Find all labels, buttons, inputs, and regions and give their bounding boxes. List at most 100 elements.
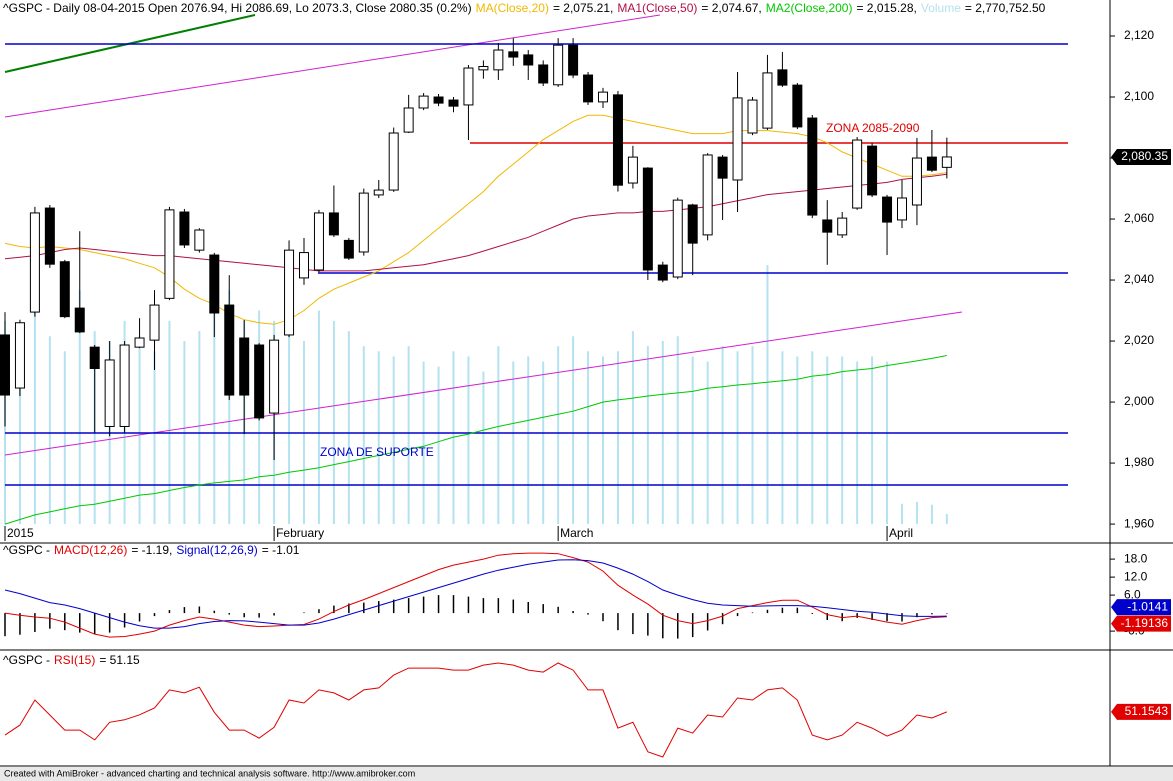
legend-name: Volume	[921, 1, 961, 15]
candle-body	[702, 154, 713, 236]
volume-bar	[138, 336, 141, 525]
volume-bar	[826, 356, 829, 525]
candle-body	[209, 254, 220, 314]
volume-bar	[512, 361, 515, 525]
value-badge	[1111, 703, 1171, 720]
candle-body	[403, 107, 414, 133]
candle-body	[299, 252, 309, 279]
series-line	[4, 114, 947, 325]
pane-header: ^GSPC - RSI(15) = 51.15	[3, 653, 140, 667]
volume-bar	[407, 346, 410, 525]
volume-bar	[587, 351, 590, 525]
series-line	[4, 662, 947, 758]
value-badge-label: -1.0141	[1127, 599, 1168, 613]
candle-body	[523, 54, 534, 66]
legend-name: MACD(12,26)	[54, 543, 127, 557]
candle-body	[538, 64, 549, 84]
candle-body	[837, 217, 848, 236]
candle-body	[852, 139, 863, 209]
y-tick-label: 12.0	[1124, 569, 1148, 583]
x-tick-label: April	[889, 526, 913, 540]
volume-bar	[497, 346, 500, 525]
value-badge-label: 2,080.35	[1121, 149, 1168, 163]
legend-value: = 2,075.21,	[553, 1, 613, 15]
moving-averages	[4, 114, 947, 525]
volume-bar	[18, 331, 21, 525]
y-tick-label: 1,960	[1124, 516, 1154, 530]
volume-bar	[602, 356, 604, 525]
volume-bar	[213, 310, 216, 525]
legend-value: = 2,015.28,	[856, 1, 916, 15]
volume-bar	[347, 331, 350, 525]
candle-body	[598, 91, 608, 103]
candle-body	[119, 344, 130, 427]
candle-body	[493, 49, 504, 71]
series-line	[4, 355, 947, 525]
legend-name: Signal(12,26,9)	[176, 543, 257, 557]
candle-body	[687, 204, 698, 244]
legend-name: RSI(15)	[54, 653, 95, 667]
candle-body	[164, 209, 175, 299]
value-badge	[1111, 148, 1171, 165]
candle-body	[747, 99, 758, 134]
volume-bar	[33, 310, 36, 525]
candle-body	[343, 239, 354, 259]
volume-bar	[886, 361, 889, 525]
candle-body	[0, 334, 10, 396]
candle-body	[732, 97, 743, 181]
series-line	[4, 173, 947, 272]
candle-body	[433, 96, 444, 104]
y-tick-label: 1,980	[1124, 455, 1154, 469]
volume-bar	[557, 346, 560, 525]
candle-body	[44, 207, 55, 265]
value-badge	[1111, 599, 1171, 616]
legend-value: = 2,074.67,	[701, 1, 761, 15]
candle-body	[328, 212, 339, 236]
volume-bar	[332, 320, 335, 525]
volume-bar	[572, 336, 575, 525]
volume-bar	[856, 361, 859, 525]
x-tick-label: February	[276, 526, 324, 540]
candle-body	[74, 307, 85, 333]
candle-body	[568, 44, 579, 76]
volume-bar	[915, 501, 918, 525]
candle-body	[807, 117, 818, 216]
candle-body	[478, 66, 489, 71]
volume-bar	[945, 513, 948, 525]
pane-header: ^GSPC - Daily 08-04-2015 Open 2076.94, H…	[3, 1, 1046, 15]
candle-body	[269, 339, 280, 414]
legend-name: MA1(Close,50)	[617, 1, 697, 15]
volume-bar	[841, 356, 844, 525]
candle-body	[418, 95, 429, 109]
legend-value: = 51.15	[99, 653, 140, 667]
candle-body	[672, 199, 683, 278]
volume-bar	[646, 346, 649, 525]
volume-bar	[751, 346, 754, 525]
candle-body	[583, 74, 594, 103]
candle-body	[89, 346, 100, 370]
volume-bar	[542, 361, 545, 525]
volume-bar	[766, 265, 769, 525]
volume-bar	[437, 366, 440, 525]
candle-body	[448, 99, 459, 107]
volume-bar	[631, 331, 634, 525]
y-tick-label: 18.0	[1124, 551, 1148, 565]
trendline	[4, 311, 963, 456]
candle-body	[104, 359, 115, 427]
volume-bar	[706, 361, 709, 525]
volume-bar	[811, 351, 814, 525]
volume-bar	[901, 503, 903, 525]
candle-body	[284, 249, 295, 336]
pane-header: ^GSPC - MACD(12,26) = -1.19, Signal(12,26,9…	[3, 543, 300, 557]
y-tick-label: 2,020	[1124, 333, 1154, 347]
volume-bar	[392, 356, 395, 525]
candle-body	[254, 344, 265, 419]
candle-body	[642, 167, 653, 271]
candle-body	[388, 132, 399, 191]
volume-bar	[452, 351, 455, 525]
volume-bar	[467, 356, 470, 525]
candle-body	[941, 156, 952, 168]
plot-layer	[0, 38, 952, 758]
